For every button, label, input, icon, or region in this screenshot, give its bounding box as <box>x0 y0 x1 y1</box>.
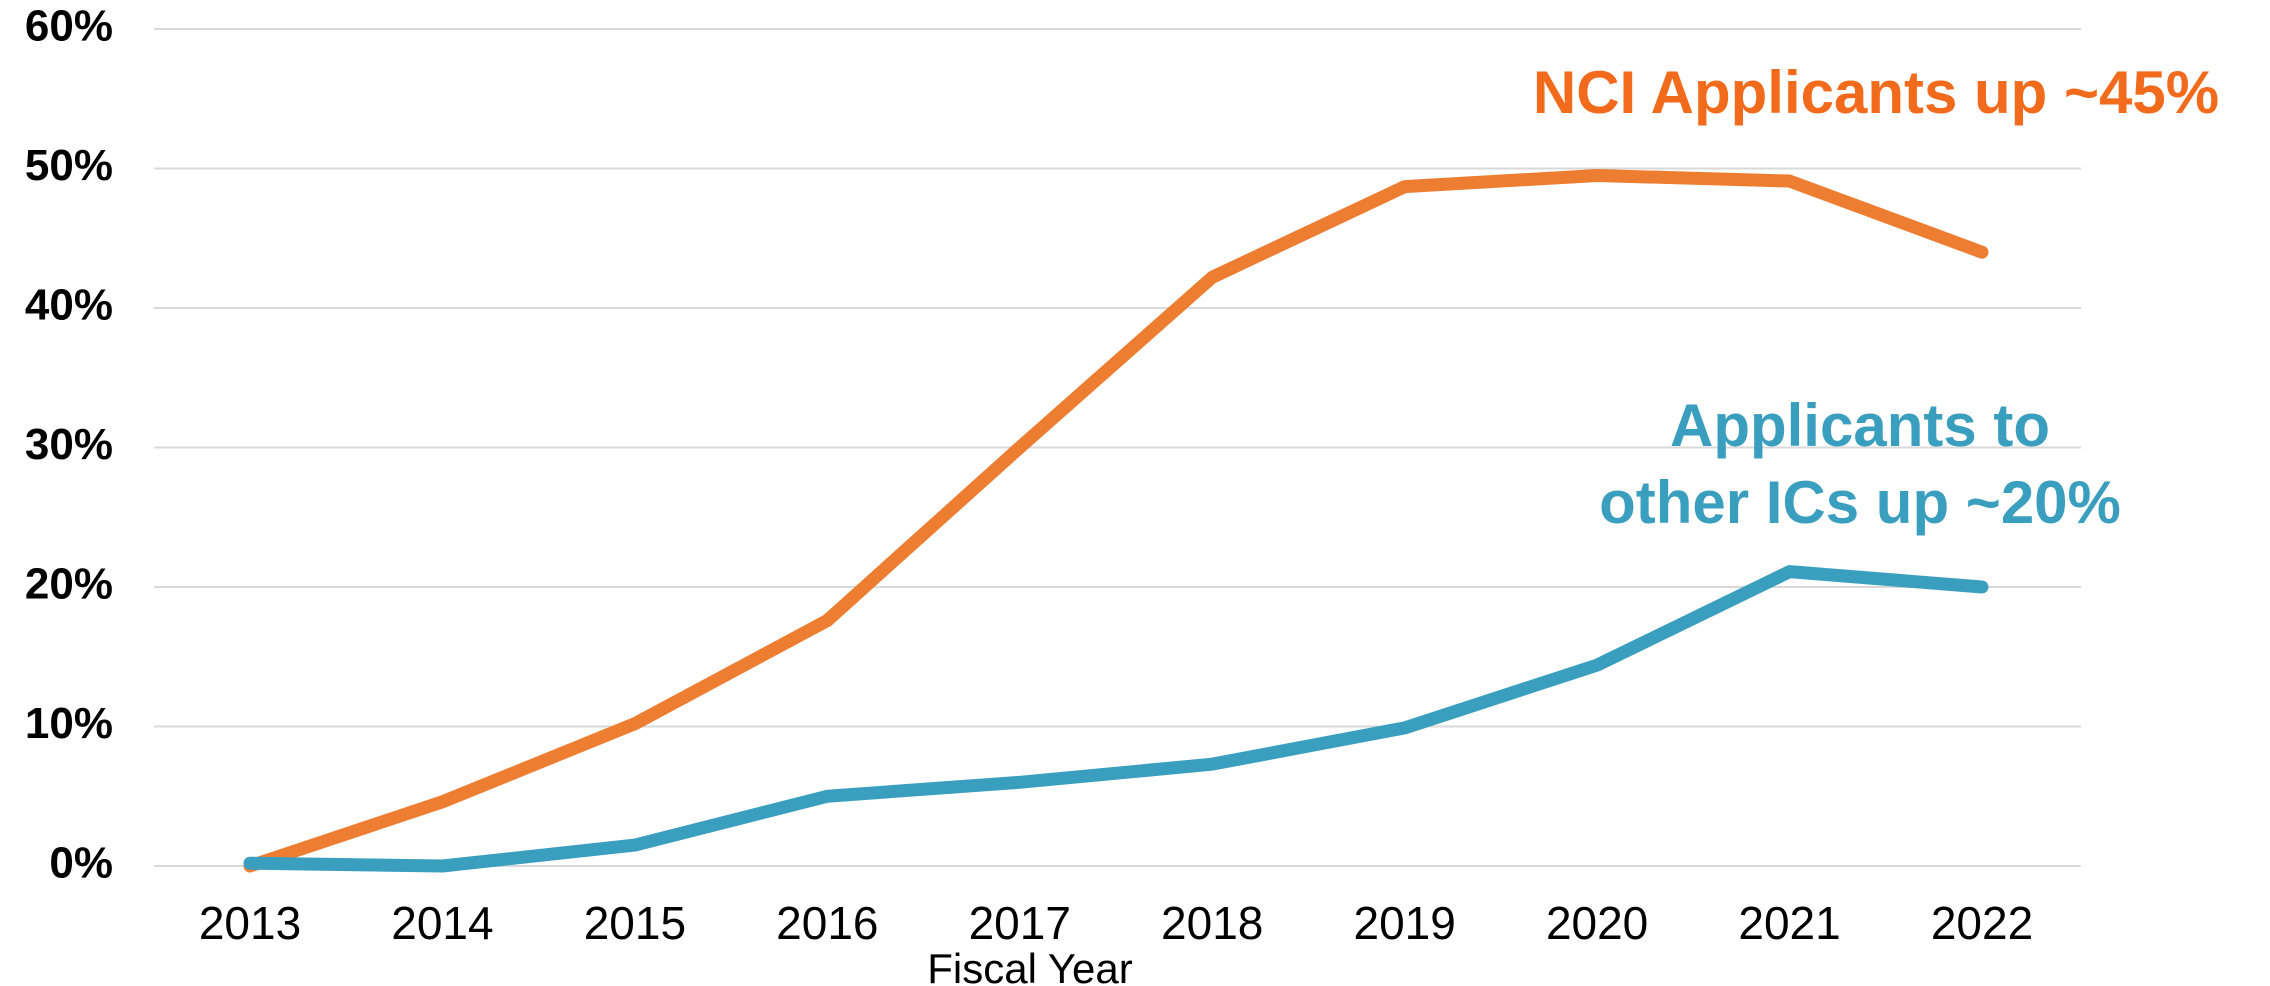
annotation: Applicants to <box>1670 392 2050 459</box>
x-tick-label: 2016 <box>776 897 878 949</box>
y-tick-label: 30% <box>25 420 113 469</box>
y-tick-label: 10% <box>25 699 113 748</box>
x-tick-label: 2018 <box>1161 897 1263 949</box>
y-tick-label: 50% <box>25 141 113 190</box>
x-tick-label: 2020 <box>1546 897 1648 949</box>
x-tick-label: 2013 <box>199 897 301 949</box>
x-tick-label: 2015 <box>584 897 686 949</box>
x-tick-label: 2019 <box>1353 897 1455 949</box>
y-tick-label: 0% <box>49 839 113 888</box>
x-tick-label: 2017 <box>969 897 1071 949</box>
y-tick-label: 20% <box>25 560 113 609</box>
y-tick-label: 60% <box>25 2 113 51</box>
x-axis-title: Fiscal Year <box>927 945 1132 986</box>
series-line <box>243 168 1989 873</box>
series-line <box>243 565 1989 873</box>
annotation: NCI Applicants up ~45% <box>1533 59 2219 126</box>
x-tick-label: 2021 <box>1738 897 1840 949</box>
x-tick-label: 2014 <box>391 897 493 949</box>
x-tick-label: 2022 <box>1931 897 2033 949</box>
annotation: other ICs up ~20% <box>1599 469 2121 536</box>
y-tick-label: 40% <box>25 281 113 330</box>
